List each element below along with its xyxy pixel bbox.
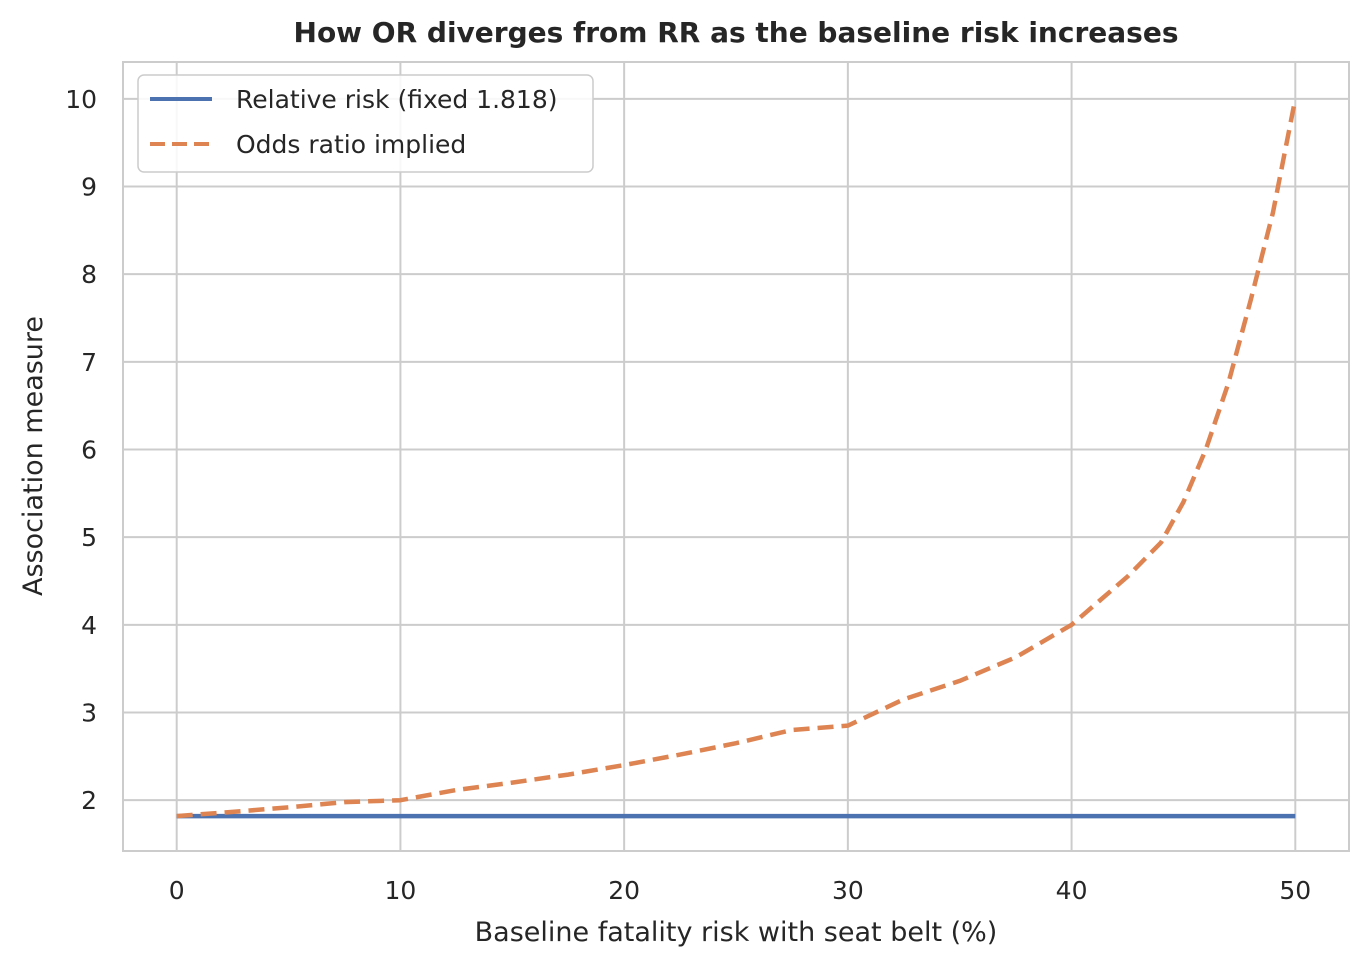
y-axis-title: Association measure [18,316,49,596]
legend-label-odds-ratio: Odds ratio implied [236,130,466,159]
chart-title: How OR diverges from RR as the baseline … [294,16,1179,49]
x-tick-label: 20 [608,876,640,905]
legend: Relative risk (fixed 1.818) Odds ratio i… [137,74,594,173]
y-tick-label: 5 [81,523,97,552]
y-tick-label: 9 [81,172,97,201]
y-tick-label: 10 [65,85,97,114]
y-tick-label: 3 [81,698,97,727]
legend-label-relative-risk: Relative risk (fixed 1.818) [236,85,557,114]
y-tick-label: 4 [81,611,97,640]
x-tick-label: 30 [832,876,864,905]
x-tick-label: 0 [169,876,185,905]
x-tick-label: 10 [385,876,417,905]
x-axis-title: Baseline fatality risk with seat belt (%… [475,917,998,948]
y-tick-label: 8 [81,260,97,289]
y-tick-label: 6 [81,435,97,464]
tick-labels: 0 10 20 30 40 50 2 3 4 5 6 7 8 9 10 [65,85,1311,905]
x-tick-label: 40 [1056,876,1088,905]
legend-box [137,74,594,173]
grid-lines [123,62,1349,851]
y-tick-label: 2 [81,786,97,815]
y-tick-label: 7 [81,348,97,377]
series-line-odds-ratio [176,98,1298,819]
plot-area [122,61,1350,852]
x-tick-label: 50 [1279,876,1311,905]
series-lines [176,98,1298,819]
